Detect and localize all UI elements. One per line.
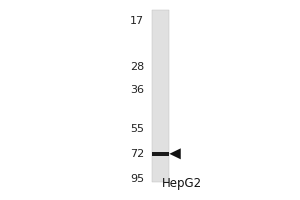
Text: HepG2: HepG2: [161, 177, 202, 190]
Text: 36: 36: [130, 85, 144, 95]
Text: 55: 55: [130, 124, 144, 134]
Bar: [152, 152, 169, 156]
Text: 17: 17: [130, 16, 144, 26]
Bar: [152, 10, 169, 182]
Text: 72: 72: [130, 149, 144, 159]
Text: 95: 95: [130, 174, 144, 184]
Polygon shape: [169, 148, 181, 159]
Text: 28: 28: [130, 62, 144, 72]
